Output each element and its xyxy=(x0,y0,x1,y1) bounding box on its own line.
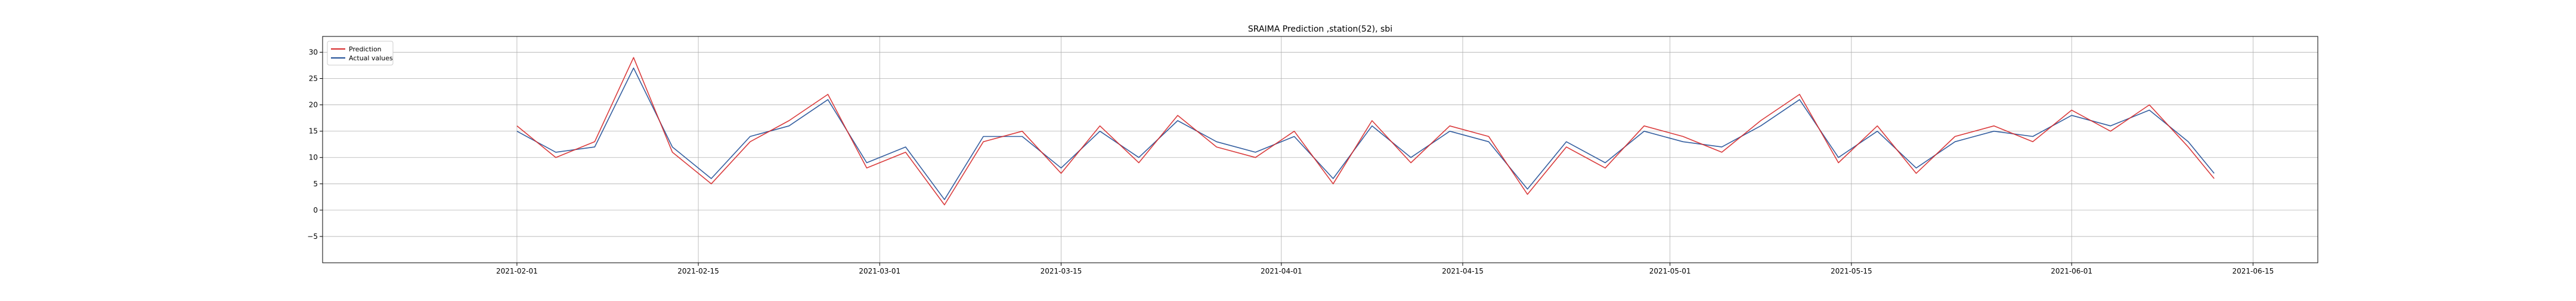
x-tick-label: 2021-05-01 xyxy=(1649,267,1691,275)
x-tick-label: 2021-02-01 xyxy=(496,267,538,275)
legend-label-actual-values: Actual values xyxy=(349,54,393,62)
x-tick-label: 2021-06-15 xyxy=(2232,267,2274,275)
chart-title: SRAIMA Prediction ,station(52), sbi xyxy=(1248,24,1392,34)
series-layer xyxy=(516,57,2215,205)
grid-layer xyxy=(323,36,2318,263)
y-tick-label: 30 xyxy=(309,48,318,56)
legend-label-prediction: Prediction xyxy=(349,45,382,53)
x-tick-label: 2021-04-15 xyxy=(1442,267,1484,275)
x-tick-label: 2021-05-15 xyxy=(1831,267,1872,275)
series-line-prediction xyxy=(516,57,2215,205)
y-tick-label: 5 xyxy=(313,180,318,188)
y-tick-label: 20 xyxy=(309,101,318,109)
y-tick-label: 15 xyxy=(309,127,318,136)
x-tick-label: 2021-06-01 xyxy=(2051,267,2092,275)
series-line-actual-values xyxy=(516,67,2215,201)
y-tick-label: 10 xyxy=(309,153,318,162)
x-tick-label: 2021-04-01 xyxy=(1261,267,1302,275)
x-tick-label: 2021-03-01 xyxy=(859,267,900,275)
legend-box xyxy=(327,41,394,66)
x-tick-label: 2021-02-15 xyxy=(677,267,719,275)
plot-frame xyxy=(322,36,2318,263)
y-tick-label: 25 xyxy=(309,75,318,83)
y-tick-label: −5 xyxy=(307,232,318,241)
tick-layer: 2021-02-01 2021-02-15 2021-03-01 2021-03-15… xyxy=(307,48,2274,275)
x-tick-label: 2021-03-15 xyxy=(1041,267,1082,275)
y-tick-label: 0 xyxy=(313,206,318,214)
legend: Prediction Actual values xyxy=(327,41,394,66)
